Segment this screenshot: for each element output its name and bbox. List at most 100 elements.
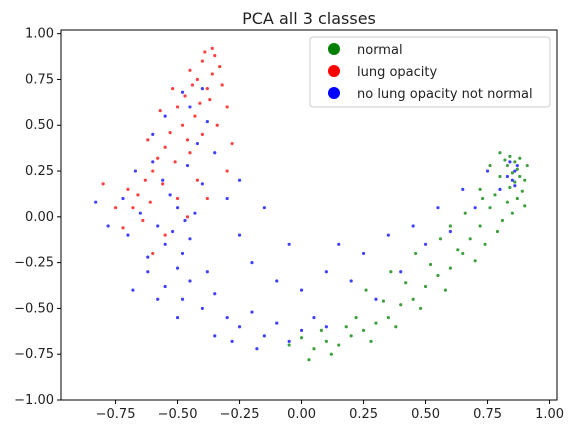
legend-marker-no-lung-opacity-not-normal [328,87,340,99]
point-series-0-6 [503,158,507,162]
y-tick-label-1: −0.75 [14,347,54,362]
y-tick-label-4: 0.00 [25,210,54,225]
point-series-2-63 [213,334,217,338]
point-series-0-38 [361,328,366,332]
x-tick-label-0: −0.75 [96,407,136,422]
point-series-0-3 [515,167,519,171]
point-series-1-24 [131,206,135,210]
point-series-2-8 [175,266,180,270]
point-series-1-33 [171,87,175,91]
point-series-2-48 [423,242,428,246]
point-series-2-53 [513,169,517,173]
point-series-2-62 [175,315,180,320]
point-series-0-55 [414,251,418,256]
point-series-2-72 [386,233,390,237]
point-series-0-20 [468,237,472,241]
y-axis: −1.00 −0.75 −0.50 −0.25 0.00 0.25 0.50 0.75 1.00 [14,27,61,408]
y-tick-label-8: 1.00 [25,27,54,42]
legend-marker-normal [328,43,340,55]
point-series-2-19 [200,306,204,311]
point-series-2-22 [237,325,242,329]
point-series-1-30 [225,105,229,109]
point-series-1-23 [126,187,130,191]
point-series-2-11 [185,163,190,168]
point-series-0-24 [448,266,452,270]
point-series-2-30 [255,347,259,351]
point-series-2-51 [498,187,502,191]
point-series-0-12 [505,200,509,204]
point-series-0-0 [508,154,512,158]
point-series-2-4 [163,242,167,246]
point-series-2-32 [138,211,142,215]
point-series-1-37 [188,151,192,155]
point-series-0-11 [515,196,519,201]
point-series-2-76 [485,169,490,173]
point-series-0-10 [498,174,502,179]
point-series-0-57 [364,288,368,292]
point-series-1-31 [215,123,219,127]
point-series-2-0 [175,206,180,210]
point-series-0-58 [523,178,527,182]
y-tick-label-6: 0.50 [25,118,54,133]
point-series-1-14 [185,138,190,142]
point-series-0-7 [513,180,517,184]
point-series-1-10 [175,105,180,109]
point-series-2-40 [237,233,242,237]
point-series-1-17 [173,160,177,164]
point-series-2-56 [505,174,509,179]
point-series-2-36 [188,105,192,109]
point-series-2-24 [262,334,266,338]
point-series-0-49 [307,358,311,362]
point-series-0-26 [436,273,440,278]
point-series-0-54 [438,237,443,241]
x-tick-label-7: 1.00 [535,407,564,422]
point-series-0-18 [478,224,482,228]
point-series-1-41 [185,215,190,219]
point-series-1-34 [158,108,162,113]
point-series-2-38 [213,151,217,155]
point-series-2-78 [94,200,98,204]
point-series-1-21 [136,193,140,197]
point-series-2-14 [146,255,150,259]
point-series-1-9 [203,50,207,54]
point-series-1-40 [175,196,180,201]
point-series-0-8 [508,185,512,190]
point-series-0-56 [389,270,393,274]
point-series-0-36 [374,321,378,325]
point-series-0-5 [518,174,522,179]
point-series-2-12 [151,160,155,164]
point-series-0-59 [525,163,529,168]
point-series-1-46 [101,182,105,186]
point-series-2-75 [461,187,465,191]
point-series-1-13 [168,130,172,135]
point-series-2-41 [250,261,254,265]
point-series-2-67 [237,178,242,182]
point-series-0-47 [319,328,323,332]
point-series-0-53 [478,187,482,191]
point-series-1-27 [218,65,222,69]
point-series-2-47 [399,270,403,274]
point-series-2-27 [299,328,304,332]
y-tick-label-5: 0.25 [25,164,54,179]
point-series-0-1 [513,160,517,164]
point-series-0-32 [399,303,403,307]
x-tick-label-1: −0.50 [158,407,198,422]
point-series-2-37 [200,87,204,91]
scatter-points [94,46,529,362]
point-series-2-23 [250,310,254,314]
legend-marker-lung-opacity [328,65,340,77]
legend-label-no-lung-opacity-not-normal: no lung opacity not normal [357,87,533,102]
point-series-1-1 [195,77,199,82]
point-series-2-79 [131,288,135,292]
point-series-0-63 [518,156,522,160]
point-series-0-19 [495,229,500,234]
point-series-2-71 [361,251,366,256]
point-series-2-45 [349,279,353,283]
point-series-1-38 [230,141,234,146]
legend-box [309,36,551,108]
point-series-2-29 [324,325,328,329]
point-series-1-36 [113,206,118,210]
point-series-1-4 [190,83,195,87]
point-series-2-77 [106,224,110,228]
point-series-0-23 [473,259,477,263]
